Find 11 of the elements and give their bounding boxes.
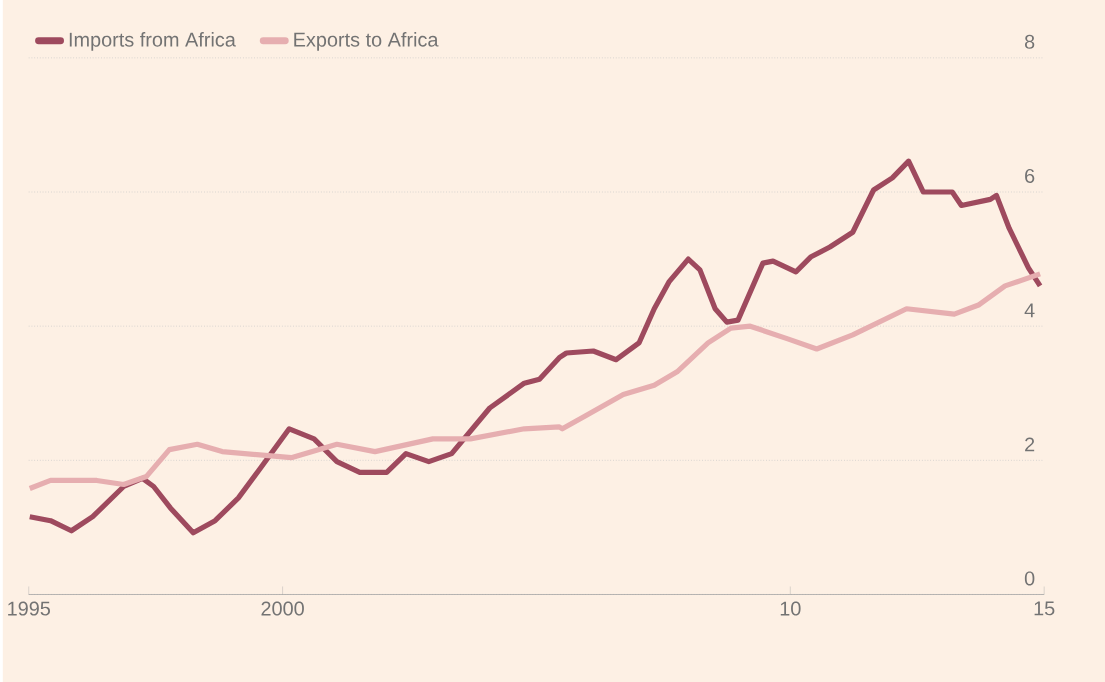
y-tick-label: 0 [1024,571,1035,586]
y-tick-label: 4 [1024,303,1035,318]
legend-label: Imports from Africa [69,31,236,51]
legend-label: Exports to Africa [294,31,439,51]
x-tick-label: 10 [780,601,801,616]
x-tick-label: 2000 [261,601,304,616]
y-tick-label: 8 [1024,34,1035,49]
y-tick-label: 2 [1025,437,1035,452]
x-tick-label: 1995 [8,601,50,616]
y-tick-label: 6 [1025,168,1035,183]
x-tick-label: 15 [1034,601,1055,616]
